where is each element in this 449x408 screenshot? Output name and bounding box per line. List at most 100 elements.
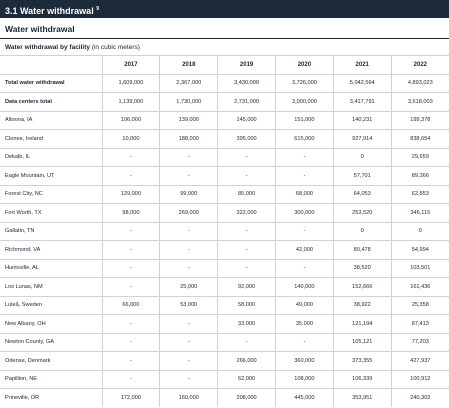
- cell: 38,520: [332, 258, 392, 278]
- cell: 360,000: [274, 351, 334, 370]
- cell: 0: [332, 147, 392, 167]
- header-cell: 2019: [217, 55, 276, 74]
- cell: 3,000,000: [274, 92, 334, 111]
- header-cell: 2022: [390, 55, 449, 74]
- cell: 33,000: [217, 314, 276, 333]
- cell: 395,000: [217, 129, 276, 148]
- cell: 140,000: [274, 277, 334, 296]
- row-label: Fort Worth, TX: [0, 203, 102, 222]
- row-label: Prineville, OR: [0, 388, 102, 407]
- cell: 53,000: [159, 295, 218, 315]
- cell: 3,618,003: [390, 92, 449, 111]
- header-cell: 2017: [101, 55, 160, 74]
- cell: -: [159, 332, 218, 352]
- cell: 5,042,564: [332, 73, 392, 93]
- cell: 103,501: [390, 258, 449, 278]
- cell: 66,000: [101, 295, 160, 315]
- cell: 199,378: [390, 110, 449, 130]
- cell: -: [217, 166, 276, 185]
- cell: 3,430,000: [217, 73, 276, 93]
- cell: 427,937: [390, 351, 449, 370]
- cell: -: [101, 351, 160, 370]
- cell: 2,731,000: [217, 92, 276, 111]
- row-label: Luleå, Sweden: [0, 295, 102, 315]
- cell: 240,302: [390, 388, 449, 407]
- cell: 35,000: [274, 314, 334, 333]
- cell: 29,659: [390, 147, 449, 167]
- header-row: 2017 2018 2019 2020 2021 2022: [0, 55, 449, 74]
- cell: 57,701: [332, 166, 392, 185]
- cell: 300,000: [274, 203, 334, 222]
- cell: 445,000: [274, 388, 334, 407]
- cell: 3,726,000: [274, 73, 334, 93]
- cell: -: [101, 221, 160, 241]
- cell: 129,000: [101, 184, 160, 204]
- cell: 838,654: [390, 129, 449, 148]
- row-label: New Albany, OH: [0, 314, 102, 333]
- table-row: Newton County, GA - - - -105,121 77,203: [0, 332, 449, 352]
- row-label: Eagle Mountain, UT: [0, 166, 102, 185]
- cell: -: [101, 147, 160, 167]
- cell: -: [274, 332, 334, 352]
- cell: -: [217, 258, 276, 278]
- table-body: 2017 2018 2019 2020 2021 2022 Total water with…: [0, 55, 449, 407]
- row-label: Odense, Denmark: [0, 351, 102, 370]
- cell: 1,139,000: [101, 92, 160, 111]
- cell: 161,436: [390, 277, 449, 296]
- header-cell: 2021: [332, 55, 392, 74]
- cell: 1,609,000: [101, 73, 160, 93]
- cell: 140,231: [332, 110, 392, 130]
- table-row: Clonee, Ireland 10,000 188,000 395,000 615,0…: [0, 129, 449, 148]
- table-row: Forest City, NC 129,000 99,000 85,000 68,000…: [0, 184, 449, 204]
- header-cell: [0, 55, 102, 74]
- cell: 615,000: [274, 129, 334, 148]
- cell: 208,000: [217, 388, 276, 407]
- cell: 49,000: [274, 295, 334, 315]
- row-label: Papillion, NE: [0, 369, 102, 389]
- cell: -: [217, 147, 276, 167]
- cell: 927,914: [332, 129, 392, 148]
- row-label: Newton County, GA: [0, 332, 102, 352]
- cell: -: [274, 166, 334, 185]
- cell: 266,000: [217, 351, 276, 370]
- cell: 98,000: [101, 203, 160, 222]
- cell: 38,922: [332, 295, 392, 315]
- cell: -: [159, 166, 218, 185]
- cell: 188,000: [159, 129, 218, 148]
- cell: 106,000: [101, 110, 160, 130]
- header-cell: 2018: [159, 55, 218, 74]
- cell: 151,000: [274, 110, 334, 130]
- row-label: Richmond, VA: [0, 240, 102, 259]
- cell: 2,367,000: [159, 73, 218, 93]
- row-label: Data centers total: [0, 92, 102, 111]
- cell: -: [159, 369, 218, 389]
- cell: 100,912: [390, 369, 449, 389]
- cell: -: [101, 314, 160, 333]
- cell: 346,115: [390, 203, 449, 222]
- cell: 62,000: [217, 369, 276, 389]
- cell: 42,000: [274, 240, 334, 259]
- cell: -: [217, 240, 276, 259]
- cell: 58,000: [217, 295, 276, 315]
- note-ref: 9: [96, 6, 99, 12]
- cell: -: [101, 166, 160, 185]
- cell: -: [159, 258, 218, 278]
- section-title: Water withdrawal: [0, 18, 449, 39]
- header-cell: 2020: [274, 55, 334, 74]
- cell: -: [159, 314, 218, 333]
- header-bar: 3.1 Water withdrawal 9: [0, 0, 449, 18]
- cell: 25,358: [390, 295, 449, 315]
- cell: 25,000: [159, 277, 218, 296]
- cell: -: [159, 351, 218, 370]
- row-label: Total water withdrawal: [0, 73, 102, 93]
- table-row: Total water withdrawal 1,609,000 2,367,000…: [0, 73, 449, 93]
- cell: -: [274, 147, 334, 167]
- row-label: Gallatin, TN: [0, 221, 102, 241]
- cell: 322,000: [217, 203, 276, 222]
- cell: 77,203: [390, 332, 449, 352]
- cell: -: [217, 221, 276, 241]
- cell: 106,339: [332, 369, 392, 389]
- table-row: Luleå, Sweden 66,000 53,000 58,000 49,000 38,…: [0, 295, 449, 315]
- cell: 4,893,023: [390, 73, 449, 93]
- cell: -: [101, 258, 160, 278]
